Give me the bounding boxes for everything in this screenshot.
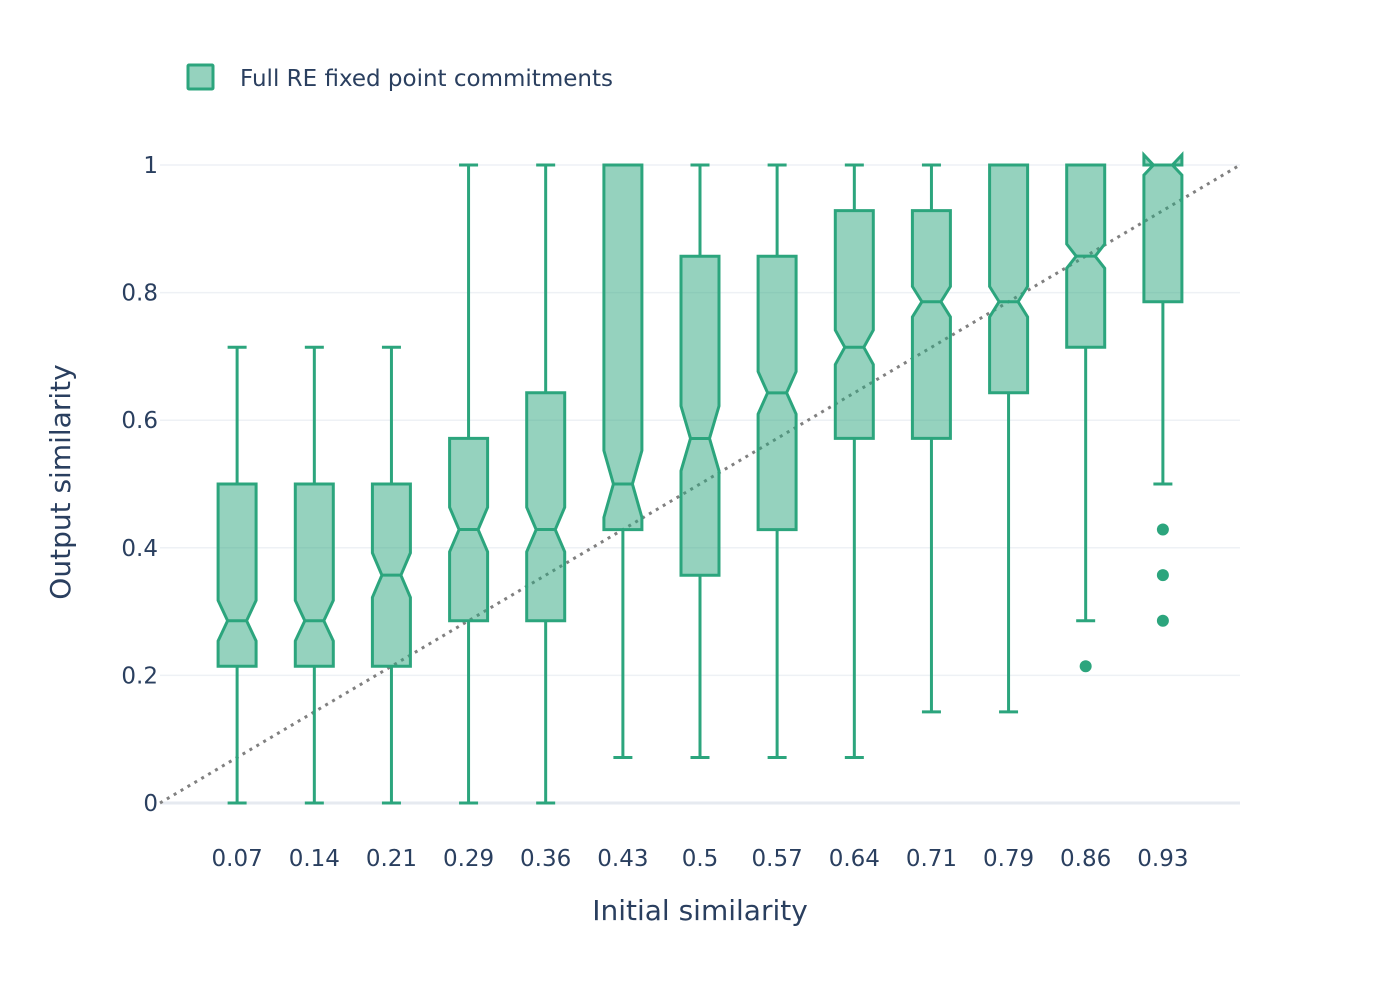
- legend[interactable]: Full RE fixed point commitments: [186, 63, 613, 92]
- y-tick-label: 0: [143, 791, 158, 817]
- x-tick-label: 0.29: [443, 846, 494, 872]
- box-body: [1142, 151, 1184, 304]
- y-tick-label: 0.2: [121, 663, 158, 689]
- x-tick-label: 0.64: [829, 846, 880, 872]
- x-tick-label: 0.79: [983, 846, 1034, 872]
- outlier-point: [1156, 523, 1169, 536]
- x-tick-label: 0.36: [520, 846, 571, 872]
- x-tick-label: 0.93: [1137, 846, 1188, 872]
- y-tick-labels: 0 0.2 0.4 0.6 0.8 1: [121, 153, 158, 817]
- box-0.29[interactable]: [448, 163, 490, 805]
- x-tick-labels: 0.07 0.14 0.21 0.29 0.36 0.43 0.5 0.57 0.64 0.71 0…: [212, 846, 1189, 872]
- x-tick-label: 0.86: [1060, 846, 1111, 872]
- box-body: [679, 254, 721, 577]
- x-tick-label: 0.07: [212, 846, 263, 872]
- box-body: [910, 209, 952, 440]
- box-body: [216, 482, 258, 668]
- y-tick-label: 0.4: [121, 536, 158, 562]
- box-body: [602, 163, 644, 532]
- y-tick-label: 1: [143, 153, 158, 179]
- box-0.14[interactable]: [293, 345, 335, 805]
- box-body: [988, 163, 1030, 395]
- x-tick-label: 0.14: [289, 846, 340, 872]
- box-0.5[interactable]: [679, 163, 721, 759]
- box-body: [833, 209, 875, 440]
- box-0.21[interactable]: [370, 345, 412, 805]
- box-0.07[interactable]: [216, 345, 258, 805]
- box-layer: [216, 151, 1184, 805]
- box-0.64[interactable]: [833, 163, 875, 759]
- y-tick-label: 0.6: [121, 408, 158, 434]
- x-tick-label: 0.57: [752, 846, 803, 872]
- box-body: [525, 391, 567, 623]
- box-0.43[interactable]: [602, 163, 644, 759]
- x-axis-title: Initial similarity: [592, 894, 808, 927]
- box-0.36[interactable]: [525, 163, 567, 805]
- outlier-point: [1079, 660, 1092, 673]
- reference-line: [159, 163, 1241, 805]
- outlier-point: [1156, 569, 1169, 582]
- box-0.79[interactable]: [988, 163, 1030, 714]
- x-tick-label: 0.5: [682, 846, 719, 872]
- x-tick-label: 0.21: [366, 846, 417, 872]
- box-body: [293, 482, 335, 668]
- x-tick-label: 0.71: [906, 846, 957, 872]
- y-axis-title: Output similarity: [44, 364, 77, 599]
- y-tick-label: 0.8: [121, 281, 158, 307]
- legend-label: Full RE fixed point commitments: [240, 66, 613, 92]
- outlier-point: [1156, 614, 1169, 627]
- reference-line-layer: [159, 163, 1241, 805]
- legend-swatch: [186, 63, 215, 91]
- box-0.57[interactable]: [756, 163, 798, 759]
- x-tick-label: 0.43: [597, 846, 648, 872]
- box-0.71[interactable]: [910, 163, 952, 714]
- box-0.93[interactable]: [1142, 151, 1184, 627]
- box-0.86[interactable]: [1065, 163, 1107, 673]
